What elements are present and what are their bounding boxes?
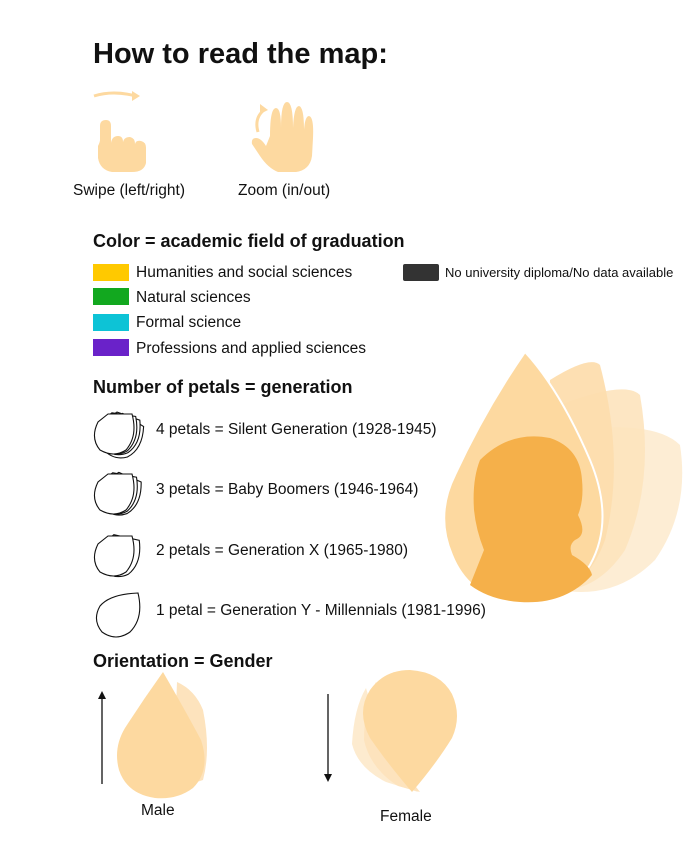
natural-sciences-label: Natural sciences <box>136 289 251 306</box>
swipe-label: Swipe (left/right) <box>73 182 185 199</box>
four-petal-icon <box>93 411 145 459</box>
zoom-hand-icon <box>251 102 314 172</box>
petals-heading: Number of petals = generation <box>93 377 353 397</box>
page-title: How to read the map: <box>93 38 388 70</box>
zoom-label: Zoom (in/out) <box>238 182 331 199</box>
swipe-hand-icon <box>93 91 146 172</box>
three-petal-icon <box>93 471 142 516</box>
female-petal-icon <box>352 670 457 792</box>
formal-science-swatch <box>93 314 129 331</box>
color-heading: Color = academic field of graduation <box>93 231 405 251</box>
no-diploma-label: No university diploma/No data available <box>445 265 674 280</box>
no-diploma-swatch <box>403 264 439 281</box>
arrow-up-icon <box>98 691 106 784</box>
natural-sciences-swatch <box>93 288 129 305</box>
male-label: Male <box>141 802 175 819</box>
arrow-down-icon <box>324 694 332 782</box>
baby-boomers-label: 3 petals = Baby Boomers (1946-1964) <box>156 481 419 498</box>
professions-swatch <box>93 339 129 356</box>
female-label: Female <box>380 808 432 825</box>
humanities-label: Humanities and social sciences <box>136 264 353 281</box>
humanities-swatch <box>93 264 129 281</box>
millennials-label: 1 petal = Generation Y - Millennials (19… <box>156 602 486 619</box>
example-flower-illustration <box>443 350 683 604</box>
formal-science-label: Formal science <box>136 314 242 331</box>
orientation-heading: Orientation = Gender <box>93 651 273 671</box>
generation-x-label: 2 petals = Generation X (1965-1980) <box>156 542 409 559</box>
silent-generation-label: 4 petals = Silent Generation (1928-1945) <box>156 421 437 438</box>
one-petal-icon <box>95 592 141 638</box>
male-petal-icon <box>117 672 207 799</box>
two-petal-icon <box>93 534 141 578</box>
professions-label: Professions and applied sciences <box>136 340 367 357</box>
